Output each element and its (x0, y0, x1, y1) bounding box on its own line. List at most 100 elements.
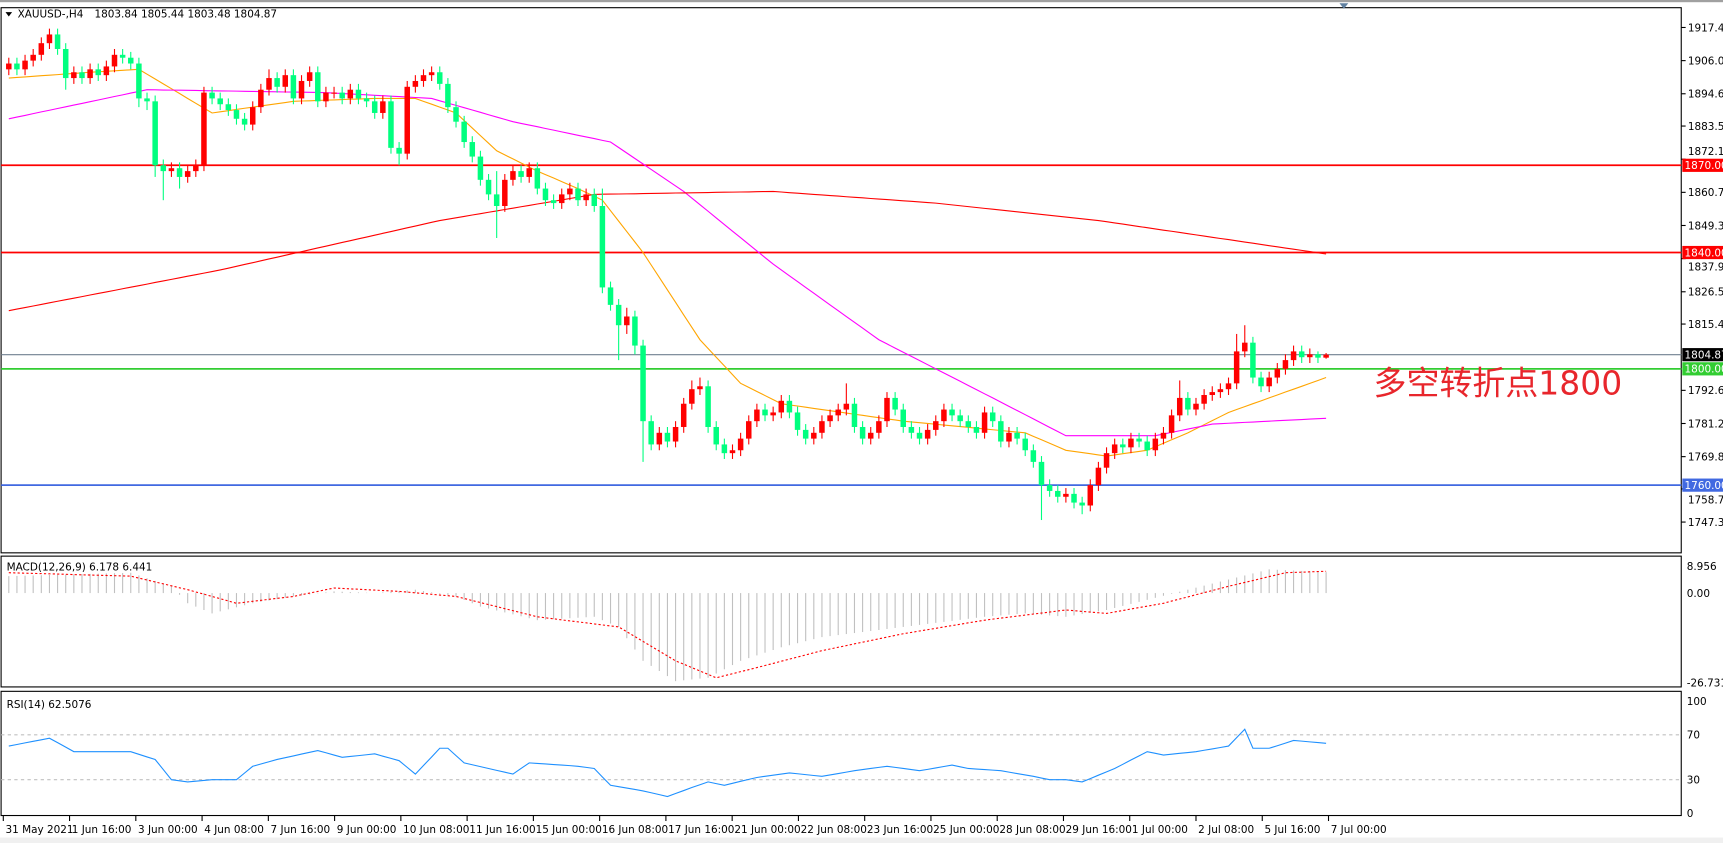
candle-body (1030, 450, 1037, 462)
candle-body (290, 75, 297, 99)
candle-body (225, 104, 232, 111)
rsi-tick-label: 0 (1687, 808, 1694, 820)
price-tick-label: 1883.50 (1688, 121, 1723, 133)
level-label-box-1760.00 (1682, 478, 1723, 492)
time-tick-label: 5 Jul 16:00 (1264, 824, 1320, 836)
price-tick-label: 1758.70 (1688, 494, 1723, 506)
macd-panel[interactable] (0, 555, 1682, 688)
candle-body (615, 304, 622, 326)
candle-body (729, 450, 736, 454)
candle-body (1160, 432, 1167, 439)
candle-body (599, 206, 606, 288)
candle-body (201, 92, 207, 166)
candle-body (1087, 485, 1094, 506)
candle-body (306, 72, 313, 81)
candle-body (119, 54, 126, 58)
annotation-text: 多空转折点1800 (1374, 364, 1623, 403)
candle-body (892, 397, 898, 410)
candle-body (241, 118, 248, 125)
top-border (0, 0, 1723, 3)
candle-body (721, 444, 728, 454)
candle-body (14, 63, 20, 70)
time-tick-label: 1 Jun 16:00 (72, 824, 132, 836)
level-label-box-1870.00 (1682, 158, 1723, 172)
candle-body (1242, 342, 1248, 352)
candle-body (1022, 438, 1028, 451)
macd-tick-label: -26.731 (1687, 677, 1723, 689)
price-tick-label: 1792.60 (1688, 385, 1723, 397)
time-tick-label: 3 Jun 00:00 (138, 824, 198, 836)
candle-body (87, 69, 93, 79)
candle-body (233, 110, 240, 119)
candle-body (876, 421, 882, 433)
candle-body (461, 121, 467, 143)
candle-body (209, 92, 215, 99)
level-label-1760.00: 1760.00 (1685, 480, 1723, 492)
price-tick-label: 1849.30 (1688, 220, 1723, 232)
candle-body (1095, 467, 1102, 486)
level-label-box-1804.87 (1682, 348, 1723, 362)
dropdown-triangle-icon[interactable] (5, 12, 13, 17)
macd-signal-line (8, 570, 1327, 679)
candle-body (1136, 438, 1142, 442)
candle-body (1315, 354, 1321, 358)
candle-body (331, 92, 337, 94)
candle-body (95, 69, 101, 76)
time-tick-label: 10 Jun 08:00 (403, 824, 469, 836)
candle-body (420, 75, 427, 81)
candle-body (371, 101, 378, 113)
candle-body (62, 48, 69, 79)
candle-body (518, 171, 524, 177)
candle-body (819, 421, 825, 433)
time-tick-label: 23 Jun 16:00 (867, 824, 933, 836)
candle-body (323, 92, 329, 102)
candle-body (859, 426, 866, 439)
candle-body (453, 107, 459, 122)
candle-body (355, 89, 362, 99)
candle-body (1274, 368, 1281, 378)
candle-body (46, 34, 53, 44)
candle-body (632, 316, 638, 346)
candle-body (136, 63, 142, 99)
time-tick-label: 22 Jun 08:00 (801, 824, 867, 836)
candle-body (689, 389, 695, 404)
candle-body (54, 34, 61, 49)
time-tick-label: 9 Jun 00:00 (337, 824, 397, 836)
candle-body (79, 72, 85, 79)
candle-body (1014, 432, 1020, 439)
price-tick-label: 1872.10 (1688, 146, 1723, 158)
price-tick-label: 1815.40 (1688, 319, 1723, 331)
candle-body (989, 412, 996, 422)
chart-shift-marker-icon[interactable] (1339, 3, 1349, 9)
candle-body (437, 72, 443, 84)
candle-body (794, 412, 801, 430)
candle-body (648, 421, 654, 445)
candle-body (1298, 351, 1305, 358)
candle-body (607, 287, 614, 305)
candle-body (1046, 485, 1053, 491)
main-panel[interactable] (0, 7, 1682, 554)
candle-body (298, 80, 305, 99)
candle-body (762, 409, 768, 416)
time-tick-label: 31 May 2021 (5, 824, 73, 836)
rsi-panel[interactable] (0, 690, 1682, 817)
candle-body (1006, 432, 1012, 442)
candle-body (428, 72, 435, 76)
candle-body (965, 421, 972, 427)
candle-body (315, 72, 321, 102)
candle-body (884, 397, 890, 422)
candle-body (624, 316, 630, 326)
candle-body (1128, 438, 1134, 448)
candle-body (160, 165, 167, 172)
candle-body (184, 171, 191, 177)
candle-body (746, 421, 752, 439)
candle-body (477, 156, 484, 180)
time-tick-label: 2 Jul 08:00 (1198, 824, 1254, 836)
macd-tick-label: 0.00 (1687, 588, 1710, 600)
candle-body (924, 429, 931, 439)
candle-body (193, 165, 199, 172)
time-tick-label: 17 Jun 16:00 (668, 824, 734, 836)
price-tick-label: 1747.30 (1688, 517, 1723, 529)
candle-body (258, 89, 264, 108)
